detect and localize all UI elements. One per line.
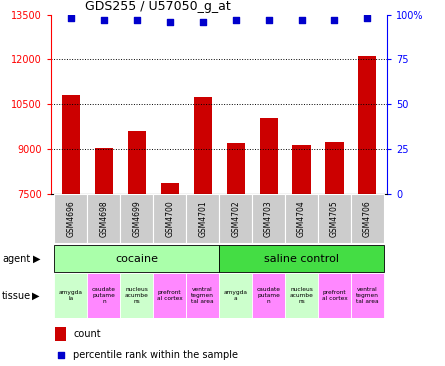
- Text: GSM4702: GSM4702: [231, 200, 240, 237]
- Point: [199, 19, 206, 25]
- Bar: [87, 273, 120, 318]
- Bar: [128, 131, 146, 194]
- Bar: [95, 147, 113, 194]
- Text: cocaine: cocaine: [115, 254, 158, 264]
- Bar: [318, 194, 351, 243]
- Text: amygda
la: amygda la: [59, 290, 83, 301]
- Text: ▶: ▶: [33, 254, 41, 264]
- Bar: [227, 143, 245, 194]
- Text: GSM4698: GSM4698: [99, 200, 109, 237]
- Text: percentile rank within the sample: percentile rank within the sample: [73, 350, 238, 359]
- Bar: [219, 273, 252, 318]
- Bar: [54, 273, 87, 318]
- Text: GSM4705: GSM4705: [330, 200, 339, 237]
- Point: [232, 17, 239, 23]
- Point: [100, 17, 107, 23]
- Bar: [351, 273, 384, 318]
- Point: [298, 17, 305, 23]
- Bar: [55, 327, 66, 341]
- Bar: [120, 273, 153, 318]
- Text: GDS255 / U57050_g_at: GDS255 / U57050_g_at: [85, 0, 231, 14]
- Text: GSM4696: GSM4696: [66, 200, 76, 237]
- Bar: [219, 194, 252, 243]
- Point: [331, 17, 338, 23]
- Bar: [54, 245, 219, 272]
- Text: nucleus
acumbe
ns: nucleus acumbe ns: [125, 287, 149, 304]
- Text: GSM4706: GSM4706: [363, 200, 372, 237]
- Text: prefront
al cortex: prefront al cortex: [157, 290, 182, 301]
- Bar: [259, 118, 278, 194]
- Text: GSM4700: GSM4700: [165, 200, 174, 237]
- Point: [364, 15, 371, 21]
- Bar: [153, 194, 186, 243]
- Point: [133, 17, 140, 23]
- Bar: [54, 194, 87, 243]
- Bar: [186, 273, 219, 318]
- Bar: [285, 194, 318, 243]
- Text: ▶: ▶: [32, 291, 40, 301]
- Text: count: count: [73, 329, 101, 339]
- Bar: [325, 142, 344, 194]
- Text: agent: agent: [2, 254, 30, 264]
- Bar: [358, 56, 376, 194]
- Point: [265, 17, 272, 23]
- Bar: [252, 273, 285, 318]
- Bar: [351, 194, 384, 243]
- Text: caudate
putame
n: caudate putame n: [257, 287, 280, 304]
- Text: tissue: tissue: [2, 291, 31, 301]
- Text: GSM4703: GSM4703: [264, 200, 273, 237]
- Bar: [318, 273, 351, 318]
- Bar: [161, 183, 179, 194]
- Point: [301, 236, 308, 242]
- Text: ventral
tegmen
tal area: ventral tegmen tal area: [191, 287, 214, 304]
- Text: caudate
putame
n: caudate putame n: [92, 287, 116, 304]
- Bar: [62, 96, 80, 194]
- Point: [67, 15, 74, 21]
- Bar: [219, 245, 384, 272]
- Text: GSM4701: GSM4701: [198, 200, 207, 237]
- Text: GSM4704: GSM4704: [297, 200, 306, 237]
- Bar: [292, 145, 311, 194]
- Bar: [252, 194, 285, 243]
- Bar: [285, 273, 318, 318]
- Text: prefront
al cortex: prefront al cortex: [322, 290, 348, 301]
- Bar: [194, 97, 212, 194]
- Point: [166, 19, 173, 25]
- Text: saline control: saline control: [264, 254, 339, 264]
- Bar: [120, 194, 153, 243]
- Text: nucleus
acumbe
ns: nucleus acumbe ns: [290, 287, 313, 304]
- Text: amygda
a: amygda a: [224, 290, 247, 301]
- Text: GSM4699: GSM4699: [132, 200, 142, 237]
- Bar: [87, 194, 120, 243]
- Text: ventral
tegmen
tal area: ventral tegmen tal area: [356, 287, 379, 304]
- Bar: [186, 194, 219, 243]
- Bar: [153, 273, 186, 318]
